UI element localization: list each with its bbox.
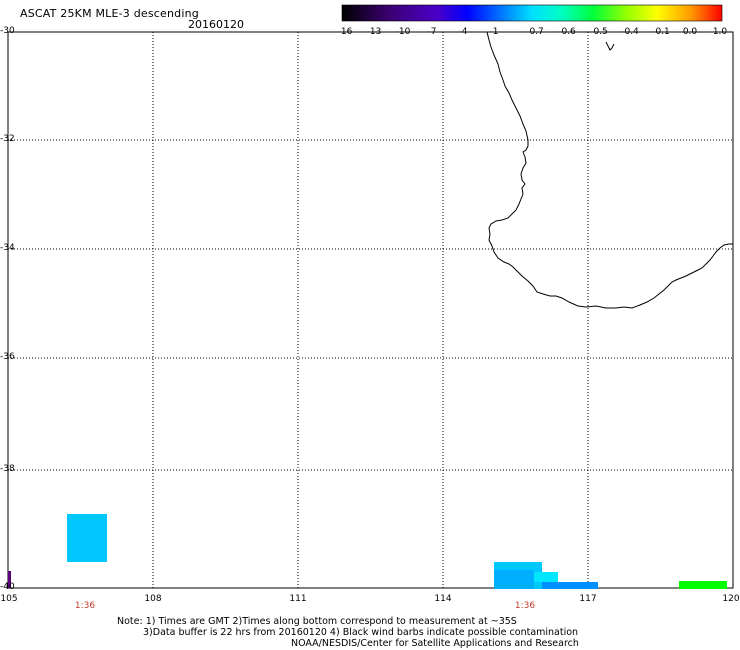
footer-note-1: Note: 1) Times are GMT 2)Times along bot… xyxy=(117,616,517,627)
colorbar-label: -1 xyxy=(489,27,499,37)
colorbar-label: -4 xyxy=(458,27,468,37)
coastline-inlet xyxy=(605,41,615,51)
lon-label: 114 xyxy=(434,594,452,604)
map-title: ASCAT 25KM MLE-3 descending xyxy=(20,7,199,20)
longitude-gridlines xyxy=(152,32,589,588)
swath-block-green xyxy=(679,581,727,589)
lat-label: -38 xyxy=(0,464,15,474)
lon-label: 105 xyxy=(0,594,18,604)
lat-label: -32 xyxy=(0,134,15,144)
swath-block-east-4 xyxy=(542,582,598,589)
plot-frame xyxy=(7,31,734,589)
lat-label: -40 xyxy=(0,582,15,592)
pass-time: 1:36 xyxy=(74,601,96,611)
map-date: 20160120 xyxy=(188,18,244,31)
lat-label: -36 xyxy=(0,352,15,362)
colorbar-label: -0.4 xyxy=(621,27,639,37)
colorbar-label: -10 xyxy=(395,27,411,37)
colorbar-label: -0.5 xyxy=(590,27,608,37)
latitude-gridlines xyxy=(8,139,733,471)
colorbar xyxy=(341,4,723,22)
colorbar-label: -0.7 xyxy=(526,27,544,37)
coastline xyxy=(486,31,733,309)
swath-block-east-2 xyxy=(494,570,534,589)
footer-credit: NOAA/NESDIS/Center for Satellite Applica… xyxy=(291,638,579,649)
swath-block-purple xyxy=(8,571,11,588)
lon-label: 120 xyxy=(722,594,740,604)
footer-note-2: 3)Data buffer is 22 hrs from 20160120 4)… xyxy=(143,627,579,638)
pass-time: 1:36 xyxy=(514,601,536,611)
swath-block-east-3 xyxy=(534,572,558,582)
colorbar-label: -16 xyxy=(337,27,353,37)
lon-label: 108 xyxy=(144,594,162,604)
colorbar-label: -7 xyxy=(427,27,437,37)
colorbar-label: 0.0 xyxy=(682,27,698,37)
swath-block-west xyxy=(67,514,107,562)
lat-label: -30 xyxy=(0,26,15,36)
colorbar-label: -0.6 xyxy=(558,27,576,37)
lat-label: -34 xyxy=(0,243,15,253)
lon-label: 117 xyxy=(579,594,597,604)
colorbar-label: 1.0 xyxy=(712,27,728,37)
lon-label: 111 xyxy=(289,594,307,604)
colorbar-label: -0.1 xyxy=(652,27,670,37)
colorbar-label: -13 xyxy=(366,27,382,37)
